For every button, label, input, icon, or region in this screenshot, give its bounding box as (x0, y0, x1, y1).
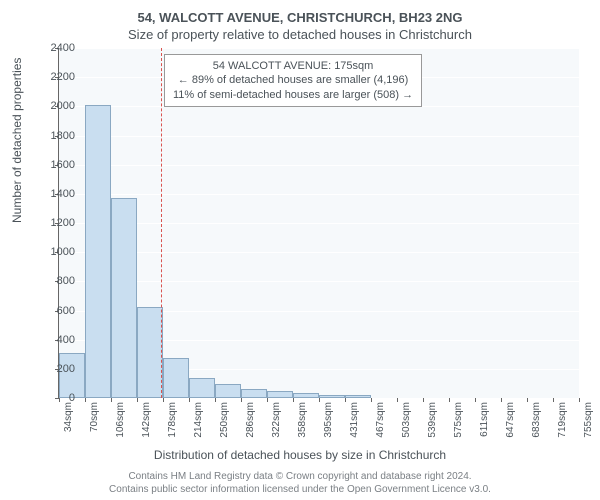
ytick-label: 1000 (39, 246, 75, 258)
gridline (59, 165, 579, 166)
ytick-label: 2400 (39, 42, 75, 54)
plot-area: 34sqm70sqm106sqm142sqm178sqm214sqm250sqm… (58, 48, 579, 399)
histogram-bar (85, 105, 111, 398)
reference-line (161, 48, 162, 398)
chart-title-sub: Size of property relative to detached ho… (0, 25, 600, 48)
chart-container: 54, WALCOTT AVENUE, CHRISTCHURCH, BH23 2… (0, 0, 600, 500)
xtick-mark (449, 398, 450, 402)
histogram-bar (163, 358, 189, 398)
xtick-label: 647sqm (505, 402, 516, 438)
ytick-label: 1600 (39, 159, 75, 171)
xtick-mark (501, 398, 502, 402)
xtick-label: 178sqm (167, 402, 178, 438)
xtick-label: 106sqm (115, 402, 126, 438)
xtick-mark (267, 398, 268, 402)
ytick-label: 600 (39, 305, 75, 317)
xtick-mark (319, 398, 320, 402)
ytick-label: 1400 (39, 188, 75, 200)
histogram-bar (215, 384, 241, 398)
xtick-label: 503sqm (401, 402, 412, 438)
ytick-label: 800 (39, 275, 75, 287)
histogram-bar (293, 393, 319, 398)
xtick-mark (137, 398, 138, 402)
xtick-mark (85, 398, 86, 402)
footer-line1: Contains HM Land Registry data © Crown c… (0, 470, 600, 483)
annotation-box: 54 WALCOTT AVENUE: 175sqm ← 89% of detac… (164, 54, 422, 107)
ytick-label: 1800 (39, 130, 75, 142)
xtick-label: 286sqm (245, 402, 256, 438)
gridline (59, 48, 579, 49)
xtick-mark (345, 398, 346, 402)
xtick-mark (111, 398, 112, 402)
ytick-label: 1200 (39, 217, 75, 229)
xtick-label: 539sqm (427, 402, 438, 438)
annotation-line1: 54 WALCOTT AVENUE: 175sqm (173, 59, 413, 73)
ytick-label: 0 (39, 392, 75, 404)
footer-line2: Contains public sector information licen… (0, 483, 600, 496)
xtick-label: 322sqm (271, 402, 282, 438)
xtick-mark (527, 398, 528, 402)
xtick-mark (189, 398, 190, 402)
xtick-label: 719sqm (557, 402, 568, 438)
footer-attribution: Contains HM Land Registry data © Crown c… (0, 470, 600, 496)
histogram-bar (189, 378, 215, 398)
gridline (59, 223, 579, 224)
xtick-mark (371, 398, 372, 402)
xtick-label: 70sqm (89, 402, 100, 432)
xtick-label: 575sqm (453, 402, 464, 438)
xtick-label: 250sqm (219, 402, 230, 438)
xtick-label: 142sqm (141, 402, 152, 438)
xtick-label: 467sqm (375, 402, 386, 438)
xtick-mark (553, 398, 554, 402)
xtick-mark (579, 398, 580, 402)
ytick-label: 2000 (39, 100, 75, 112)
annotation-line3: 11% of semi-detached houses are larger (… (173, 88, 413, 102)
histogram-bar (267, 391, 293, 398)
xtick-label: 214sqm (193, 402, 204, 438)
annotation-line2: ← 89% of detached houses are smaller (4,… (173, 73, 413, 87)
chart-title-main: 54, WALCOTT AVENUE, CHRISTCHURCH, BH23 2… (0, 0, 600, 25)
histogram-bar (111, 198, 137, 398)
histogram-bar (137, 307, 163, 398)
ytick-label: 2200 (39, 71, 75, 83)
histogram-bar (319, 395, 345, 398)
histogram-bar (345, 395, 371, 398)
xtick-label: 395sqm (323, 402, 334, 438)
x-axis-label: Distribution of detached houses by size … (0, 448, 600, 462)
xtick-label: 34sqm (63, 402, 74, 432)
y-axis-label: Number of detached properties (10, 58, 24, 223)
xtick-mark (163, 398, 164, 402)
gridline (59, 136, 579, 137)
ytick-label: 400 (39, 334, 75, 346)
xtick-mark (475, 398, 476, 402)
xtick-label: 755sqm (583, 402, 594, 438)
xtick-label: 611sqm (479, 402, 490, 437)
xtick-mark (293, 398, 294, 402)
xtick-label: 431sqm (349, 402, 360, 438)
histogram-bar (241, 389, 267, 398)
plot-wrap: 34sqm70sqm106sqm142sqm178sqm214sqm250sqm… (58, 48, 578, 398)
xtick-mark (397, 398, 398, 402)
xtick-mark (241, 398, 242, 402)
ytick-label: 200 (39, 363, 75, 375)
gridline (59, 194, 579, 195)
xtick-label: 358sqm (297, 402, 308, 438)
gridline (59, 252, 579, 253)
xtick-mark (423, 398, 424, 402)
xtick-mark (215, 398, 216, 402)
xtick-label: 683sqm (531, 402, 542, 438)
gridline (59, 281, 579, 282)
